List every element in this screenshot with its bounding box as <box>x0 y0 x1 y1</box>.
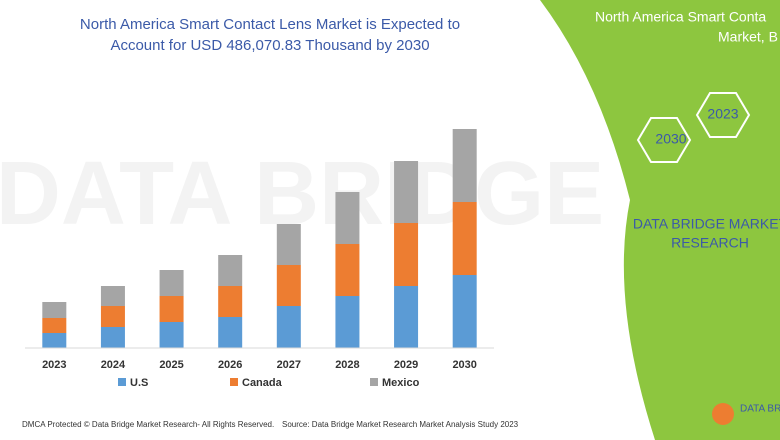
bar-segment <box>452 202 477 275</box>
panel-heading: Market, B <box>718 29 778 45</box>
panel-brand: RESEARCH <box>671 235 749 251</box>
bar-segment <box>100 286 125 306</box>
bar-segment <box>100 306 125 327</box>
bar-segment <box>394 223 419 286</box>
bar-segment <box>276 306 301 348</box>
x-tick-label: 2027 <box>277 359 301 371</box>
legend-swatch <box>230 378 238 386</box>
legend-label: Mexico <box>382 377 420 389</box>
bar-segment <box>335 296 360 348</box>
bar-segment <box>100 327 125 348</box>
chart-title-line: Account for USD 486,070.83 Thousand by 2… <box>110 37 429 54</box>
bar-segment <box>218 255 243 286</box>
bar-segment <box>159 296 184 322</box>
bar-segment <box>42 318 67 333</box>
bar-segment <box>42 302 67 318</box>
logo-mark <box>712 403 734 425</box>
hexagon <box>636 117 692 163</box>
watermark: DATA BRIDGE <box>0 144 604 244</box>
chart-title-line: North America Smart Contact Lens Market … <box>80 16 460 33</box>
bar-segment <box>335 192 360 244</box>
bar-segment <box>335 244 360 296</box>
x-tick-label: 2024 <box>101 359 126 371</box>
x-tick-label: 2029 <box>394 359 418 371</box>
footer-left: DMCA Protected © Data Bridge Market Rese… <box>22 420 274 429</box>
legend-label: Canada <box>242 377 283 389</box>
bar-segment <box>394 161 419 223</box>
bar-segment <box>452 275 477 348</box>
x-tick-label: 2026 <box>218 359 242 371</box>
x-tick-label: 2028 <box>335 359 359 371</box>
bar-segment <box>159 270 184 296</box>
bar-segment <box>42 333 67 348</box>
bar-segment <box>276 265 301 306</box>
legend-swatch <box>118 378 126 386</box>
bar-segment <box>452 129 477 202</box>
bar-segment <box>276 224 301 265</box>
bar-segment <box>218 286 243 317</box>
x-tick-label: 2023 <box>42 359 66 371</box>
footer-right: Source: Data Bridge Market Research Mark… <box>282 420 519 429</box>
green-panel <box>540 0 780 440</box>
hexagon-label: 2023 <box>707 106 738 122</box>
bar-segment <box>218 317 243 348</box>
bar-segment <box>159 322 184 348</box>
bar-segment <box>394 286 419 348</box>
legend-label: U.S <box>130 377 148 389</box>
x-tick-label: 2030 <box>452 359 476 371</box>
hexagon-label: 2030 <box>655 131 686 147</box>
logo-text: DATA BRI <box>740 404 780 415</box>
x-tick-label: 2025 <box>159 359 183 371</box>
hexagon <box>695 92 751 138</box>
panel-heading: North America Smart Conta <box>595 9 766 25</box>
legend-swatch <box>370 378 378 386</box>
panel-brand: DATA BRIDGE MARKET <box>633 216 780 232</box>
